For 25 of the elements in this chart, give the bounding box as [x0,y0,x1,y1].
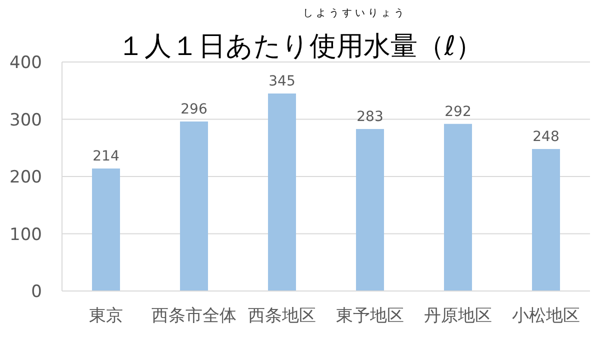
data-label: 214 [92,148,120,164]
chart-title: １人１日あたり使用水量（ℓ） [117,31,483,62]
y-tick-label: 300 [10,110,42,130]
x-tick-label: 西条地区 [248,306,316,326]
x-tick-label: 西条市全体 [152,306,236,326]
data-label: 283 [356,108,384,125]
x-tick-label: 小松地区 [512,306,580,326]
x-tick-label: 東予地区 [336,306,404,326]
y-tick-label: 100 [10,224,42,245]
data-label: 292 [444,104,472,120]
x-tick-label: 東京 [89,306,123,326]
bar [180,122,208,291]
data-label: 345 [268,73,296,90]
bar [532,149,560,291]
furigana: しようすいりょう [303,7,407,20]
bar [92,168,120,291]
x-tick-label: 丹原地区 [424,306,492,326]
y-tick-label: 400 [10,53,42,74]
data-label: 248 [532,129,560,146]
y-tick-label: 0 [31,282,42,302]
bar [268,93,296,291]
data-label: 296 [180,102,208,118]
y-tick-label: 200 [10,168,42,188]
bar [356,128,384,291]
bar [444,124,472,291]
